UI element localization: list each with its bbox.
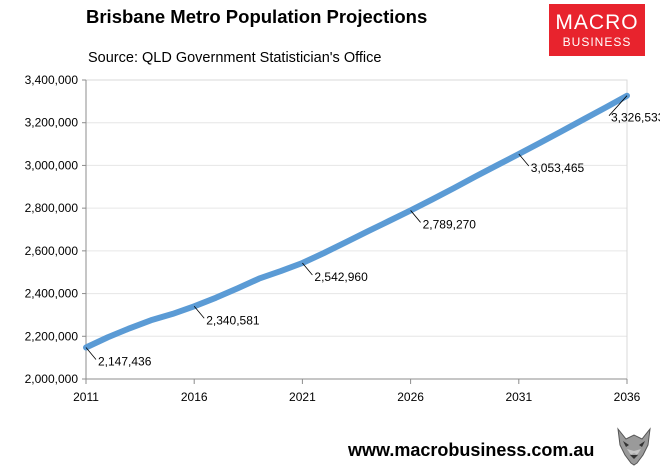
data-label-leader [193, 306, 205, 319]
population-series-line [83, 92, 630, 351]
chart-source: Source: QLD Government Statistician's Of… [88, 50, 382, 66]
data-label: 2,340,581 [206, 313, 260, 327]
y-tick-label: 3,200,000 [25, 116, 79, 130]
macrobusiness-logo: MACRO BUSINESS [549, 4, 645, 56]
x-tick-label: 2031 [505, 390, 532, 404]
data-label-leader [518, 153, 530, 167]
data-label: 2,147,436 [98, 355, 152, 369]
data-label-leader [608, 95, 628, 116]
data-label-leader [410, 210, 421, 223]
x-tick-label: 2021 [289, 390, 316, 404]
y-tick-label: 2,000,000 [25, 372, 79, 386]
x-tick-label: 2036 [614, 390, 641, 404]
data-label: 2,542,960 [314, 270, 368, 284]
chart-title: Brisbane Metro Population Projections [86, 6, 428, 27]
plot-area [85, 79, 628, 380]
x-tick-label: 2016 [181, 390, 208, 404]
data-label: 2,789,270 [423, 217, 477, 231]
y-tick-label: 2,800,000 [25, 201, 79, 215]
footer-url: www.macrobusiness.com.au [348, 440, 595, 460]
logo-line1: MACRO [555, 11, 639, 34]
wolf-head-icon [613, 425, 655, 467]
data-label-leader [302, 262, 313, 276]
x-tick-label: 2026 [397, 390, 424, 404]
data-label-leader [85, 347, 97, 360]
y-tick-label: 3,400,000 [25, 73, 79, 87]
y-tick-label: 2,400,000 [25, 287, 79, 301]
data-label: 3,326,533 [611, 111, 660, 125]
logo-line2: BUSINESS [562, 35, 632, 49]
x-tick-label: 2011 [73, 390, 99, 404]
data-label: 3,053,465 [531, 161, 585, 175]
y-tick-label: 2,600,000 [25, 244, 79, 258]
y-tick-label: 3,000,000 [25, 158, 79, 172]
y-tick-label: 2,200,000 [25, 329, 79, 343]
